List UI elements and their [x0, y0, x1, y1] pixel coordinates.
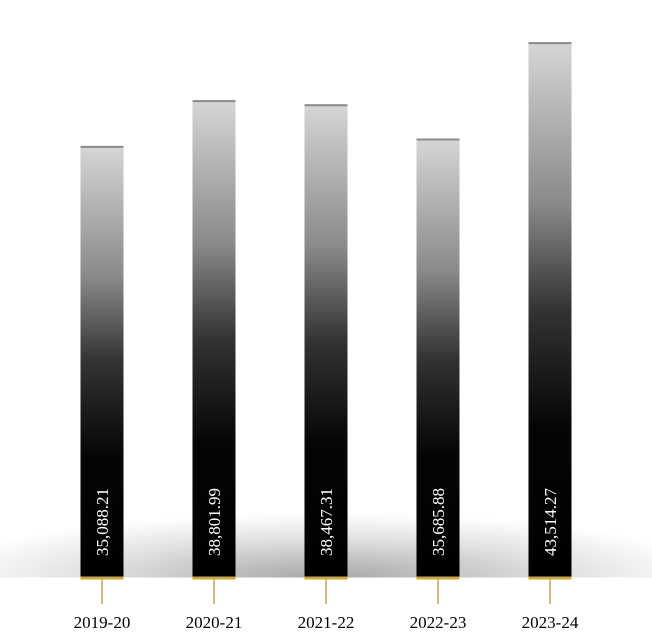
x-axis-tick-labels: 2019-20 2020-21 2021-22 2022-23 2023-24: [74, 613, 579, 632]
x-tick-label: 2023-24: [522, 613, 579, 632]
bar-value-label: 38,467.31: [317, 488, 336, 556]
bar-2019-20: [80, 145, 124, 579]
bar-value-label: 43,514.27: [541, 488, 560, 557]
bar-value-label: 38,801.99: [205, 488, 224, 556]
x-tick-label: 2021-22: [298, 613, 355, 632]
bars: 35,088.21 38,801.99 38,467.31 35,685.88 43,5…: [80, 42, 572, 579]
x-tick-label: 2022-23: [410, 613, 467, 632]
bar-2020-21: [192, 100, 236, 579]
bar-2023-24: [528, 42, 572, 579]
x-tick-label: 2020-21: [186, 613, 243, 632]
x-tick-label: 2019-20: [74, 613, 131, 632]
bar-value-label: 35,088.21: [93, 488, 112, 556]
bar-2022-23: [416, 138, 460, 578]
x-axis-ticks: [80, 576, 572, 604]
bar-2021-22: [304, 104, 348, 578]
bar-value-label: 35,685.88: [429, 488, 448, 556]
